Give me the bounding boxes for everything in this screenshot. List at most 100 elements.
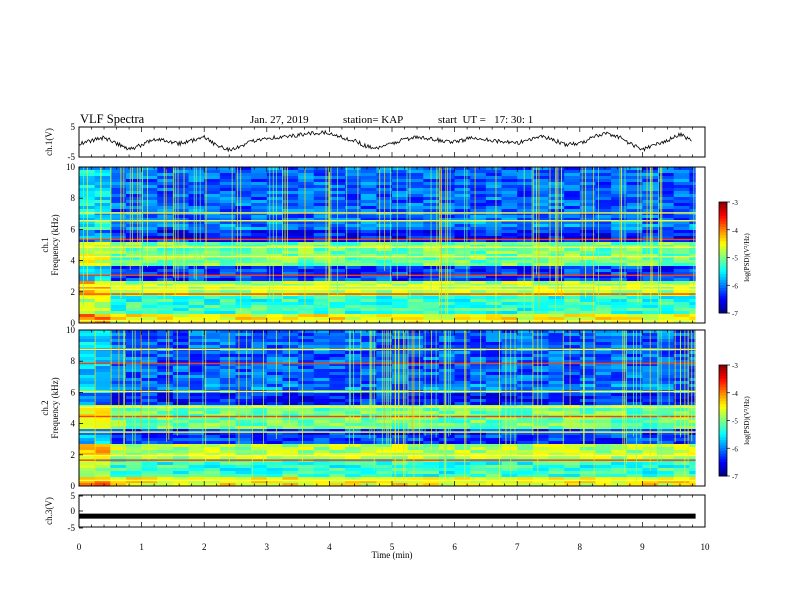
spectrogram-cell [376,483,393,487]
spectrogram-cell [658,444,675,448]
spectrogram-cell [94,314,111,318]
spectrogram-cell [235,227,252,231]
spectrogram-cell [219,471,236,475]
sferic-streak [466,167,468,281]
y-axis-label: ch.3(V) [44,497,54,525]
spectrogram-cell [689,296,696,300]
spectrogram-cell [658,420,675,424]
spectrogram-cell [251,188,268,192]
spectrogram-cell [485,456,503,460]
spectrogram-cell [454,182,471,186]
sferic-streak [443,330,445,475]
spectrogram-cell [438,339,456,343]
spectrogram-cell [392,411,409,415]
spectrogram-cell [376,471,393,475]
spectrogram-cell [438,269,456,273]
spectrogram-cell [235,450,252,454]
spectrogram-cell [94,233,111,237]
spectrogram-cell [282,317,299,321]
spectrogram-cell [204,254,221,258]
spectrogram-cell [110,444,127,448]
spectrogram-cell [345,411,362,415]
spectrogram-cell [94,468,111,472]
spectrogram-cell [266,447,283,451]
spectrogram-cell [94,239,111,243]
spectrogram-cell [125,477,143,481]
spectrogram-cell [329,336,346,340]
spectrogram-cell [110,423,127,427]
spectrogram-cell [94,453,111,457]
spectrogram-cell [517,185,534,189]
spectrogram-cell [548,369,565,373]
spectrogram-cell [485,266,503,270]
spectrogram-cell [125,432,143,436]
spectrogram-cell [673,203,690,207]
spectrogram-cell [219,372,236,376]
spectrogram-cell [125,351,143,355]
spectrogram-cell [501,480,518,484]
spectrogram-cell [219,224,236,228]
spectrogram-cell [423,465,440,469]
spectrogram-cell [313,429,330,433]
spectrogram-cell [141,260,158,264]
spectrogram-cell [110,366,127,370]
spectrogram-cell [689,239,696,243]
spectrogram-cell [345,333,362,337]
spectrogram-cell [626,351,643,355]
spectrogram-cell [94,387,111,391]
spectrogram-cell [501,224,518,228]
spectrogram-cell [548,393,565,397]
spectrogram-cell [125,188,143,192]
spectrogram-cell [485,399,503,403]
spectrogram-cell [532,251,549,255]
spectrogram-cell [454,173,471,177]
spectrogram-cell [501,239,518,243]
spectrogram-cell [204,269,221,273]
spectrogram-cell [329,345,346,349]
spectrogram-cell [501,333,518,337]
spectrogram-cell [438,402,456,406]
spectrogram-cell [298,408,315,412]
spectrogram-cell [376,314,393,318]
spectrogram-cell [626,194,643,198]
spectrogram-cell [94,272,111,276]
spectrogram-cell [125,438,143,442]
sferic-streak [413,330,415,478]
spectrogram-cell [501,435,518,439]
spectrogram-cell [501,311,518,315]
spectrogram-cell [626,384,643,388]
spectrogram-cell [219,417,236,421]
spectrogram-cell [689,311,696,315]
spectrogram-cell [345,278,362,282]
spectrogram-cell [407,444,424,448]
spectrogram-cell [157,233,174,237]
spectrogram-cell [595,173,612,177]
spectrogram-cell [157,221,174,225]
spectrogram-cell [204,209,221,213]
spectrogram-cell [658,278,675,282]
spectrogram-cell [235,336,252,340]
spectrogram-cell [376,278,393,282]
spectrogram-cell [94,224,111,228]
sferic-streak [381,330,383,455]
spectrogram-cell [172,471,190,475]
spectrogram-cell [219,450,236,454]
spectrogram-cell [251,176,268,180]
spectrogram-cell [689,435,696,439]
spectrogram-cell [188,420,205,424]
spectrogram-cell [517,420,534,424]
spectrogram-cell [564,336,581,340]
spectrogram-cell [110,426,127,430]
spectrogram-cell [517,251,534,255]
spectrogram-cell [235,369,252,373]
spectrogram-cell [673,444,690,448]
spectrogram-cell [125,299,143,303]
spectrogram-cell [532,396,549,400]
spectrogram-cell [157,176,174,180]
spectrogram-cell [392,197,409,201]
spectrogram-cell [595,414,612,418]
spectrogram-cell [219,302,236,306]
spectrogram-cell [611,426,628,430]
spectrogram-cell [219,227,236,231]
spectrogram-cell [157,173,174,177]
